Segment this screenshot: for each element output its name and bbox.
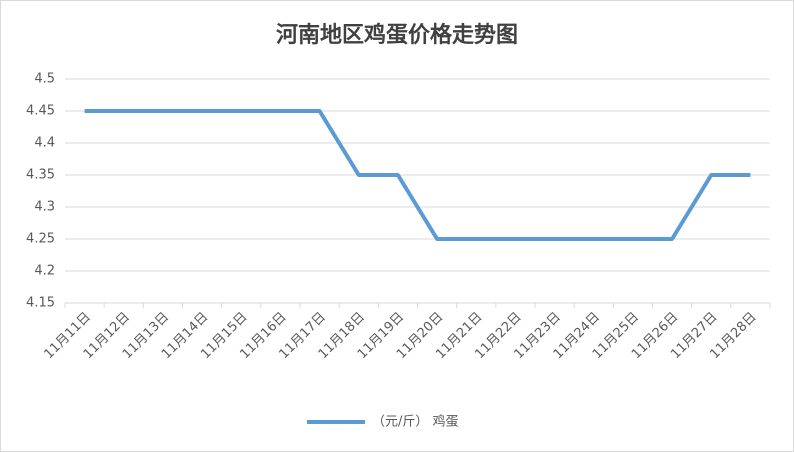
y-tick-label: 4.3 bbox=[34, 200, 55, 215]
data-line bbox=[84, 109, 751, 241]
chart-title: 河南地区鸡蛋价格走势图 bbox=[276, 22, 518, 48]
y-tick-label: 4.35 bbox=[26, 168, 55, 183]
y-tick-label: 4.15 bbox=[26, 296, 55, 311]
y-tick-label: 4.45 bbox=[26, 104, 55, 119]
y-tick-label: 4.25 bbox=[26, 232, 55, 247]
y-tick-label: 4.2 bbox=[34, 264, 55, 279]
y-tick-label: 4.5 bbox=[34, 72, 55, 87]
y-tick-label: 4.4 bbox=[34, 136, 55, 151]
legend-label: （元/斤） 鸡蛋 bbox=[372, 414, 459, 430]
